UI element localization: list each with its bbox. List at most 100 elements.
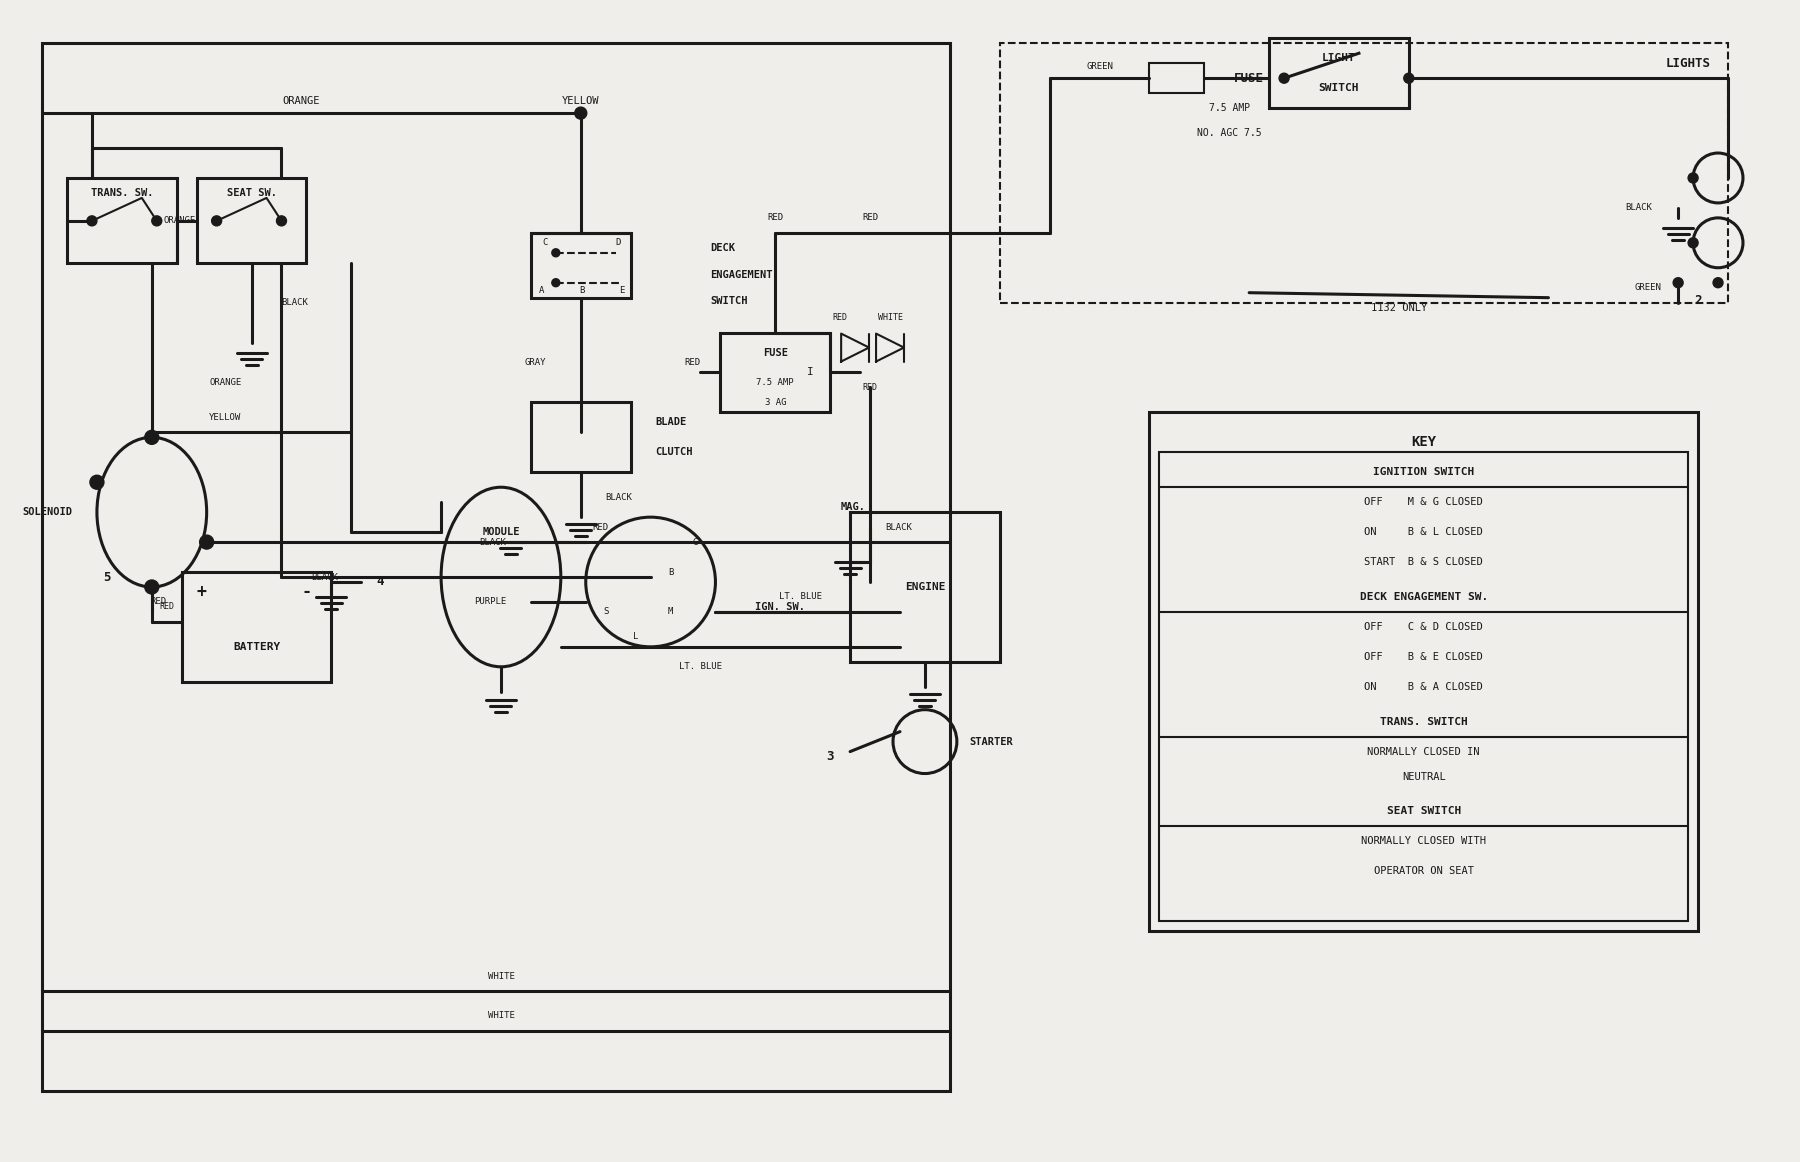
Text: YELLOW: YELLOW — [562, 96, 599, 106]
Circle shape — [553, 279, 560, 287]
Text: 3 AG: 3 AG — [765, 397, 787, 407]
Circle shape — [1714, 278, 1723, 288]
Text: YELLOW: YELLOW — [209, 413, 241, 422]
Circle shape — [212, 216, 221, 225]
Text: ORANGE: ORANGE — [283, 96, 320, 106]
Text: LIGHTS: LIGHTS — [1665, 57, 1710, 70]
Text: E: E — [619, 286, 625, 295]
Text: OFF    M & G CLOSED: OFF M & G CLOSED — [1364, 497, 1483, 507]
Text: BLACK: BLACK — [886, 523, 913, 532]
Text: 5: 5 — [103, 571, 110, 583]
Bar — [67, 178, 176, 263]
Text: ORANGE: ORANGE — [164, 216, 196, 225]
Text: 2: 2 — [1694, 294, 1701, 307]
Text: PURPLE: PURPLE — [473, 597, 506, 607]
Bar — [531, 232, 630, 297]
Bar — [850, 512, 999, 662]
Text: 1132 ONLY: 1132 ONLY — [1370, 302, 1427, 313]
Text: RED: RED — [767, 214, 783, 222]
Text: D: D — [616, 238, 621, 248]
Circle shape — [574, 107, 587, 120]
Text: A: A — [538, 286, 544, 295]
Bar — [182, 572, 331, 682]
Text: ON     B & A CLOSED: ON B & A CLOSED — [1364, 682, 1483, 691]
Circle shape — [1404, 73, 1413, 84]
Text: 7.5 AMP: 7.5 AMP — [1208, 103, 1249, 113]
Text: SWITCH: SWITCH — [711, 295, 749, 306]
Text: WHITE: WHITE — [878, 313, 902, 322]
Text: 7.5 AMP: 7.5 AMP — [756, 378, 794, 387]
Text: RED: RED — [862, 214, 878, 222]
Text: B: B — [580, 286, 585, 295]
Circle shape — [200, 536, 214, 550]
Bar — [196, 178, 306, 263]
Text: IGNITION SWITCH: IGNITION SWITCH — [1373, 467, 1474, 478]
Text: MODULE: MODULE — [482, 528, 520, 537]
Text: RED: RED — [684, 358, 700, 367]
Text: BLADE: BLADE — [655, 417, 688, 428]
Text: DECK ENGAGEMENT SW.: DECK ENGAGEMENT SW. — [1359, 591, 1489, 602]
Text: NORMALLY CLOSED IN: NORMALLY CLOSED IN — [1368, 747, 1480, 756]
Text: SWITCH: SWITCH — [1319, 84, 1359, 93]
Circle shape — [144, 580, 158, 594]
Circle shape — [144, 430, 158, 444]
Circle shape — [1674, 278, 1683, 288]
Text: NEUTRAL: NEUTRAL — [1402, 772, 1445, 782]
Text: OFF    B & E CLOSED: OFF B & E CLOSED — [1364, 652, 1483, 662]
Text: GRAY: GRAY — [524, 358, 545, 367]
Text: BLACK: BLACK — [311, 573, 338, 581]
Text: CLUTCH: CLUTCH — [655, 447, 693, 458]
Text: BATTERY: BATTERY — [232, 641, 281, 652]
Text: ENGAGEMENT: ENGAGEMENT — [711, 270, 772, 280]
Circle shape — [151, 216, 162, 225]
Text: M: M — [668, 608, 673, 616]
Text: RED: RED — [592, 523, 608, 532]
Circle shape — [277, 216, 286, 225]
Text: -: - — [301, 583, 311, 601]
Text: LT. BLUE: LT. BLUE — [679, 662, 722, 672]
Text: SOLENOID: SOLENOID — [22, 507, 72, 517]
Text: C: C — [544, 238, 549, 248]
Circle shape — [90, 475, 104, 489]
Text: KEY: KEY — [1411, 436, 1436, 450]
Text: START  B & S CLOSED: START B & S CLOSED — [1364, 557, 1483, 567]
Text: 3: 3 — [826, 751, 833, 763]
Text: L: L — [634, 632, 639, 641]
Text: WHITE: WHITE — [488, 1011, 515, 1020]
Text: LT. BLUE: LT. BLUE — [779, 593, 823, 602]
Bar — [41, 43, 950, 1091]
Circle shape — [1688, 173, 1697, 182]
Text: LIGHT: LIGHT — [1321, 53, 1355, 63]
Circle shape — [1280, 73, 1289, 84]
Text: G: G — [693, 538, 698, 546]
Text: OFF    C & D CLOSED: OFF C & D CLOSED — [1364, 622, 1483, 632]
Text: BLACK: BLACK — [281, 299, 308, 307]
Text: TRANS. SW.: TRANS. SW. — [90, 188, 153, 198]
Text: NORMALLY CLOSED WITH: NORMALLY CLOSED WITH — [1361, 837, 1487, 846]
Text: SEAT SW.: SEAT SW. — [227, 188, 277, 198]
Text: DECK: DECK — [711, 243, 736, 253]
Text: ENGINE: ENGINE — [905, 582, 945, 591]
Text: FUSE: FUSE — [763, 347, 788, 358]
Text: GREEN: GREEN — [1634, 284, 1661, 292]
Circle shape — [553, 249, 560, 257]
Text: RED: RED — [158, 602, 175, 611]
Text: NO. AGC 7.5: NO. AGC 7.5 — [1197, 128, 1262, 138]
Text: I: I — [806, 367, 814, 378]
Text: BLACK: BLACK — [1625, 203, 1652, 213]
Text: OPERATOR ON SEAT: OPERATOR ON SEAT — [1373, 867, 1474, 876]
Text: RED: RED — [151, 597, 167, 607]
Text: 4: 4 — [376, 575, 383, 588]
Text: STARTER: STARTER — [970, 737, 1013, 747]
Text: RED: RED — [862, 383, 878, 392]
Bar — [1150, 413, 1697, 931]
Text: TRANS. SWITCH: TRANS. SWITCH — [1381, 717, 1467, 726]
Bar — [531, 402, 630, 472]
Bar — [1269, 38, 1409, 108]
Text: IGN. SW.: IGN. SW. — [756, 602, 805, 612]
Text: WHITE: WHITE — [488, 971, 515, 981]
Text: ORANGE: ORANGE — [209, 378, 241, 387]
Text: RED: RED — [833, 313, 848, 322]
Text: BLACK: BLACK — [607, 493, 632, 502]
Text: ON     B & L CLOSED: ON B & L CLOSED — [1364, 528, 1483, 537]
